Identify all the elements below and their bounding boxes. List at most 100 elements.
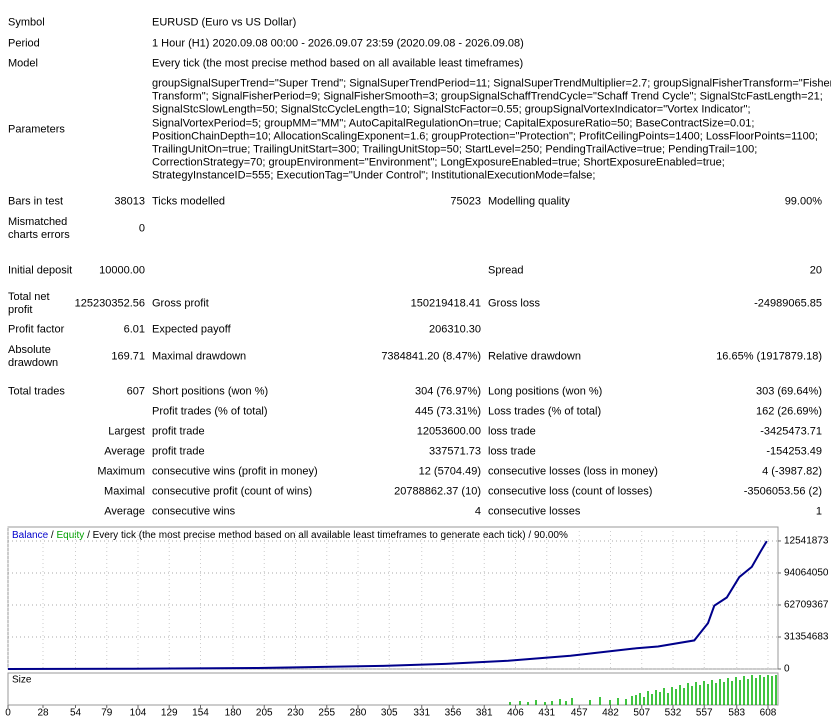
cell-label: Initial deposit [8, 264, 73, 277]
legend-balance: Balance [12, 530, 49, 541]
y-tick-label: 94064050 [784, 568, 829, 579]
cell-value: Average [104, 445, 145, 458]
row-label: Period [8, 37, 40, 50]
x-tick-label: 280 [350, 708, 367, 719]
x-tick-label: 331 [413, 708, 430, 719]
cell-value: 38013 [114, 195, 145, 208]
caption: Every tick (the most precise method base… [93, 530, 526, 541]
cell-value: 16.65% (1917879.18) [716, 350, 822, 363]
chart: Balance / Equity / Every tick (the most … [5, 526, 829, 719]
cell-label: Gross profit [152, 297, 209, 310]
x-tick-label: 28 [37, 708, 49, 719]
cell-label: Spread [488, 264, 524, 277]
cell-value: 169.71 [111, 350, 145, 363]
x-tick-label: 381 [476, 708, 493, 719]
cell-label: consecutive loss (count of losses) [488, 485, 653, 498]
cell-value: Average [104, 505, 145, 518]
parameter-line: StrategyInstanceID=555; ExecutionTag="Un… [152, 169, 596, 182]
cell-label: consecutive losses [488, 505, 581, 518]
cell-label: profit trade [152, 425, 205, 438]
y-tick-label: 0 [784, 664, 790, 675]
x-tick-label: 608 [760, 708, 777, 719]
y-tick-label: 31354683 [784, 632, 829, 643]
x-tick-label: 406 [507, 708, 524, 719]
cell-value: Maximal [104, 485, 145, 498]
cell-label: Expected payoff [152, 323, 231, 336]
quality: 90.00% [534, 530, 568, 541]
cell-value: 607 [126, 385, 145, 398]
x-tick-label: 230 [287, 708, 304, 719]
cell-value: -154253.49 [766, 445, 822, 458]
cell-label: Bars in test [8, 195, 64, 208]
x-tick-label: 583 [728, 708, 745, 719]
cell-label: Profit factor [8, 323, 65, 336]
x-tick-label: 482 [602, 708, 619, 719]
cell-label: consecutive wins (profit in money) [152, 465, 318, 478]
row-value: Every tick (the most precise method base… [152, 57, 524, 70]
x-tick-label: 305 [381, 708, 398, 719]
cell-value: Maximum [97, 465, 145, 478]
cell-value: 303 (69.64%) [755, 385, 822, 398]
cell-value: 4 [474, 505, 481, 518]
separator: / [528, 530, 531, 541]
cell-value: -3425473.71 [760, 425, 822, 438]
size-bars [509, 675, 777, 705]
cell-label: Maximal drawdown [152, 350, 247, 363]
cell-value: 12053600.00 [416, 425, 481, 438]
cell-label: consecutive losses (loss in money) [488, 465, 658, 478]
cell-value: 99.00% [784, 195, 822, 208]
cell-label: Relative drawdown [488, 350, 581, 363]
chart-caption: Balance / Equity / Every tick (the most … [12, 530, 568, 541]
cell-label: loss trade [488, 445, 536, 458]
x-tick-label: 79 [101, 708, 113, 719]
cell-value: Largest [108, 425, 145, 438]
y-tick-label: 12541873 [784, 536, 829, 547]
legend-equity: Equity [56, 530, 84, 541]
x-tick-label: 129 [161, 708, 178, 719]
parameter-line: groupSignalSuperTrend="Super Trend"; Sig… [152, 77, 831, 90]
row-value: EURUSD (Euro vs US Dollar) [152, 16, 297, 29]
x-tick-label: 507 [633, 708, 650, 719]
size-frame [7, 672, 779, 706]
x-tick-label: 532 [665, 708, 682, 719]
cell-value: 20 [809, 264, 822, 277]
plot-frame [7, 526, 779, 670]
x-tick-label: 431 [538, 708, 555, 719]
cell-value: 304 (76.97%) [414, 385, 481, 398]
x-tick-label: 0 [5, 708, 11, 719]
cell-label: Mismatched charts errors [8, 216, 70, 241]
cell-label: consecutive wins [152, 505, 236, 518]
parameter-line: SignalVortexPeriod=5; groupMM="MM"; Auto… [152, 117, 755, 130]
row-label: Parameters [8, 123, 65, 136]
balance-line [7, 540, 768, 670]
cell-label: consecutive profit (count of wins) [152, 485, 313, 498]
x-tick-label: 205 [256, 708, 273, 719]
cell-value: -24989065.85 [754, 297, 822, 310]
row-label: Model [8, 57, 38, 70]
cell-value: 125230352.56 [74, 297, 145, 310]
cell-value: 445 (73.31%) [414, 405, 481, 418]
x-tick-label: 457 [571, 708, 588, 719]
cell-value: 337571.73 [429, 445, 481, 458]
parameter-line: PositionChainDepth=10; AllocationScaling… [152, 130, 818, 143]
cell-value: 206310.30 [429, 323, 481, 336]
cell-value: 6.01 [123, 323, 145, 336]
parameter-line: Transform"; SignalFisherPeriod=9; Signal… [152, 90, 823, 103]
cell-value: 162 (26.69%) [755, 405, 822, 418]
parameter-line: SignalStcSlowLength=50; SignalStcCycleLe… [152, 103, 751, 116]
cell-label: Short positions (won %) [152, 385, 269, 398]
cell-label: profit trade [152, 445, 205, 458]
cell-value: 4 (-3987.82) [762, 465, 822, 478]
cell-label: Gross loss [488, 297, 540, 310]
cell-value: 20788862.37 (10) [394, 485, 481, 498]
x-tick-label: 557 [696, 708, 713, 719]
row-value: 1 Hour (H1) 2020.09.08 00:00 - 2026.09.0… [152, 37, 524, 50]
cell-label: Long positions (won %) [488, 385, 603, 398]
cell-value: 12 (5704.49) [418, 465, 481, 478]
cell-label: Loss trades (% of total) [488, 405, 602, 418]
x-tick-label: 356 [445, 708, 462, 719]
cell-label: Total net profit [8, 291, 50, 316]
size-label: Size [12, 675, 32, 686]
x-tick-label: 255 [318, 708, 335, 719]
x-tick-label: 54 [70, 708, 82, 719]
